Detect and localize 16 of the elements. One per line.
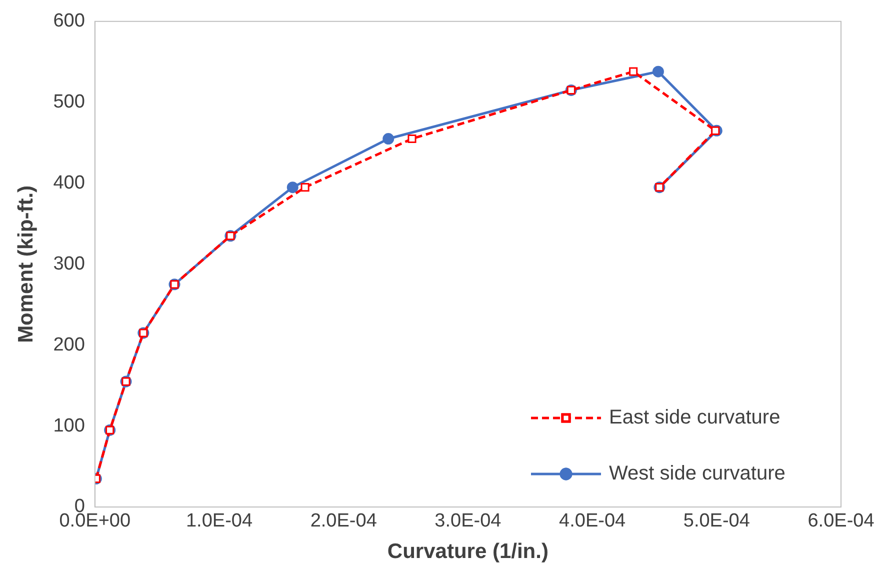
y-tick-label: 200 (53, 334, 85, 356)
y-tick-label: 500 (53, 92, 85, 113)
x-tick-label: 4.0E-04 (559, 510, 626, 532)
x-axis-title: Curvature (1/in.) (387, 540, 548, 564)
x-tick-label: 2.0E-04 (310, 510, 378, 532)
y-tick-label: 300 (53, 253, 85, 274)
x-tick-label: 3.0E-04 (434, 510, 502, 532)
legend-label: West side curvature (609, 462, 786, 485)
y-tick-label: 400 (53, 172, 85, 194)
y-tick-label: 100 (53, 415, 85, 436)
x-tick-label: 6.0E-04 (808, 510, 875, 532)
x-tick-label: 5.0E-04 (683, 510, 750, 532)
x-tick-label: 1.0E-04 (186, 510, 253, 532)
y-tick-label: 600 (53, 10, 85, 32)
legend-label: East side curvature (609, 406, 780, 429)
y-axis-title: Moment (kip-ft.) (14, 185, 38, 343)
